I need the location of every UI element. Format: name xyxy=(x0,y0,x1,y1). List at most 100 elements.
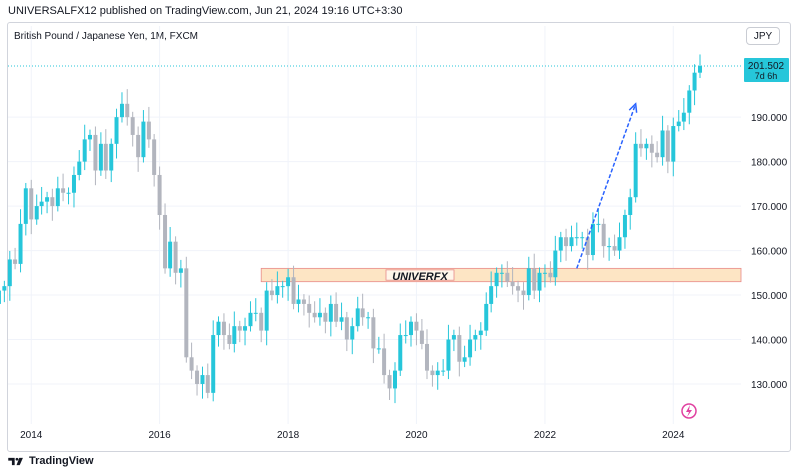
trend-arrow-head xyxy=(628,102,638,113)
candle-body xyxy=(103,143,108,171)
candle-body xyxy=(82,139,87,162)
chart-frame xyxy=(7,22,791,452)
candle-body xyxy=(617,237,622,251)
y-tick-label: 150.000 xyxy=(751,291,788,302)
candle-body xyxy=(275,286,280,296)
candle-body xyxy=(542,272,547,274)
candle-body xyxy=(569,237,574,247)
candle-body xyxy=(355,308,360,327)
candle-body xyxy=(638,143,643,149)
candle-body xyxy=(494,272,499,287)
candle-body xyxy=(537,272,542,291)
candle-body xyxy=(419,330,424,344)
candle-body xyxy=(558,237,563,251)
candle-body xyxy=(114,117,119,144)
candle-body xyxy=(698,66,703,73)
candle-body xyxy=(596,223,601,225)
candle-body xyxy=(66,192,71,194)
y-tick-label: 170.000 xyxy=(751,202,788,213)
candle-body xyxy=(628,197,633,215)
candle-body xyxy=(687,90,692,113)
candle-body xyxy=(119,103,124,118)
candle-body xyxy=(468,339,473,358)
x-tick-label: 2016 xyxy=(148,430,171,441)
y-axis-labels: 130.000 140.000 150.000 160.000 170.000 180.0… xyxy=(751,113,788,391)
candle-body xyxy=(681,112,686,122)
candle-body xyxy=(157,174,162,215)
candle-body xyxy=(473,335,478,340)
trend-arrow xyxy=(576,102,638,269)
candle-body xyxy=(622,214,627,238)
candle-body xyxy=(446,339,451,371)
bar-countdown: 7d 6h xyxy=(755,71,778,81)
candle-body xyxy=(39,201,44,207)
candle-body xyxy=(195,370,200,384)
candle-body xyxy=(478,330,483,336)
candle-body xyxy=(50,197,55,207)
x-axis-labels: 2014 2016 2018 2020 2022 2024 xyxy=(20,430,685,441)
candle-body xyxy=(211,335,216,393)
candle-body xyxy=(130,117,135,135)
candle-body xyxy=(77,161,82,175)
candle-body xyxy=(291,277,296,304)
candle-body xyxy=(189,357,194,371)
zone-label: UNIVERFX xyxy=(392,271,448,283)
candle-body xyxy=(435,370,440,376)
candles xyxy=(0,54,703,404)
candle-body xyxy=(633,143,638,198)
candle-body xyxy=(430,370,435,376)
x-tick-label: 2014 xyxy=(20,430,43,441)
candle-body xyxy=(18,223,23,264)
currency-button[interactable]: JPY xyxy=(746,27,780,45)
candle-body xyxy=(510,281,515,287)
candle-body xyxy=(574,237,579,239)
candle-body xyxy=(173,241,178,273)
candle-body xyxy=(13,259,18,264)
candle-body xyxy=(660,130,665,158)
trend-arrow-line xyxy=(576,103,637,269)
candle-body xyxy=(371,317,376,349)
candle-body xyxy=(34,206,39,220)
candle-body xyxy=(516,286,521,291)
candle-body xyxy=(334,303,339,322)
candle-body xyxy=(692,72,697,91)
candle-body xyxy=(168,241,173,269)
last-price-value: 201.502 xyxy=(748,61,785,72)
candle-body xyxy=(580,237,585,239)
candle-body xyxy=(216,321,221,336)
candle-body xyxy=(548,272,553,278)
candle-body xyxy=(644,143,649,149)
candle-body xyxy=(243,326,248,331)
candle-body xyxy=(301,299,306,304)
candle-body xyxy=(146,121,151,140)
candle-body xyxy=(61,188,66,193)
candle-body xyxy=(457,335,462,362)
candle-body xyxy=(521,290,526,296)
candle-body xyxy=(376,348,381,350)
candle-body xyxy=(312,312,317,318)
candle-body xyxy=(163,214,168,269)
candle-body xyxy=(45,197,50,202)
footer-brand: TradingView xyxy=(29,455,94,467)
candle-body xyxy=(532,268,537,291)
candle-body xyxy=(136,134,141,158)
y-tick-label: 140.000 xyxy=(751,336,788,347)
candle-body xyxy=(350,326,355,340)
candle-body xyxy=(93,134,98,171)
candle-body xyxy=(607,246,612,248)
lightning-icon[interactable] xyxy=(681,403,697,419)
candle-body xyxy=(655,152,660,158)
candle-body xyxy=(205,375,210,393)
candle-body xyxy=(232,326,237,344)
candle-body xyxy=(553,250,558,278)
last-price-tag xyxy=(744,58,789,83)
candle-body xyxy=(505,272,510,282)
candle-body xyxy=(7,259,12,287)
publication-line: UNIVERSALFX12 published on TradingView.c… xyxy=(8,5,403,17)
candle-body xyxy=(387,375,392,389)
candle-body xyxy=(612,246,617,251)
candle-body xyxy=(441,370,446,372)
candle-body xyxy=(87,134,92,140)
